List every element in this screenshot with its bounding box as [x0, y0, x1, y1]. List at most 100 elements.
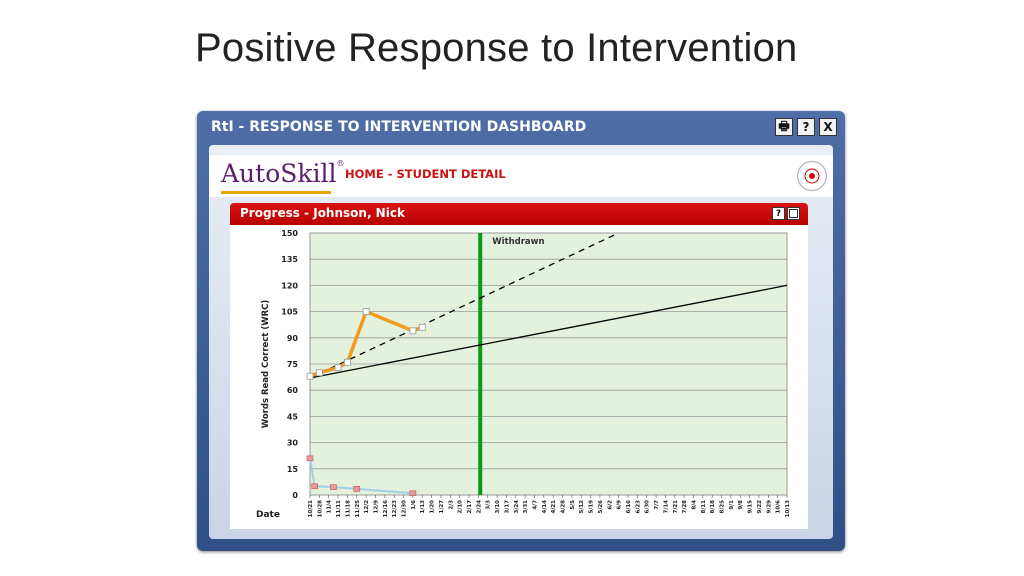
wrc-point[interactable] [344, 358, 351, 366]
app-header: AutoSkill® HOME - STUDENT DETAIL [209, 155, 833, 197]
x-tick-label: 7/28 [682, 500, 688, 514]
x-tick-label: 6/23 [635, 500, 641, 514]
wrc-point[interactable] [418, 323, 426, 331]
x-tick-label: 4/14 [542, 500, 548, 514]
x-tick-label: 2/3 [448, 500, 454, 510]
x-tick-label: 8/25 [720, 500, 726, 514]
y-tick-label: 75 [287, 360, 299, 369]
panel-title: Progress - Johnson, Nick [240, 206, 405, 220]
withdrawn-marker-label: Withdrawn [492, 237, 544, 247]
panel-help-icon[interactable]: ? [772, 207, 785, 220]
help-icon[interactable]: ? [797, 118, 815, 136]
x-tick-label: 6/9 [617, 500, 623, 510]
x-tick-label: 6/16 [626, 500, 632, 514]
x-tick-label: 5/26 [598, 500, 604, 514]
x-tick-label: 7/21 [673, 500, 679, 514]
x-tick-label: 10/6 [776, 500, 782, 514]
x-tick-label: 1/27 [439, 500, 445, 514]
x-tick-label: 9/1 [729, 500, 735, 510]
progress-panel-header: Progress - Johnson, Nick ? [230, 203, 808, 225]
x-axis-label: Date [256, 510, 280, 520]
x-tick-label: 8/11 [701, 500, 707, 514]
slide-title: Positive Response to Intervention [195, 26, 798, 70]
x-tick-label: 11/11 [336, 500, 342, 517]
errors-point[interactable] [330, 484, 337, 490]
errors-point[interactable] [311, 483, 318, 490]
trend-line [310, 284, 787, 379]
x-tick-label: 9/29 [766, 500, 772, 514]
x-tick-label: 3/24 [514, 500, 520, 514]
autoskill-logo[interactable]: AutoSkill® [221, 159, 345, 188]
x-tick-label: 4/7 [532, 500, 538, 510]
print-icon[interactable]: 🖶 [775, 118, 793, 136]
progress-chart: 0 15 30 45 60 75 90 105 120 135 150 10/21 10/28 11/4 1… [230, 225, 808, 529]
y-tick-label: 90 [287, 334, 299, 343]
breadcrumb-home[interactable]: HOME - STUDENT DETAIL [345, 167, 506, 181]
y-tick-label: 105 [281, 308, 298, 317]
x-tick-label: 3/10 [495, 500, 501, 514]
y-tick-label: 0 [292, 491, 298, 500]
window-controls: 🖶 ? X [775, 118, 837, 136]
x-tick-label: 3/17 [504, 500, 510, 514]
y-tick-label: 60 [287, 386, 299, 395]
y-tick-label: 150 [281, 229, 298, 238]
dashboard-window: RtI - RESPONSE TO INTERVENTION DASHBOARD… [197, 111, 845, 551]
y-axis-label: Words Read Correct (WRC) [261, 300, 271, 429]
y-tick-label: 120 [281, 281, 298, 290]
goal-line [310, 233, 619, 379]
x-tick-label: 11/25 [355, 500, 361, 517]
errors-point[interactable] [306, 455, 314, 462]
y-tick-label: 15 [287, 465, 299, 474]
wrc-point[interactable] [362, 308, 370, 315]
x-tick-label: 5/5 [570, 500, 576, 510]
x-tick-label: 2/24 [476, 500, 482, 514]
y-tick-label: 45 [287, 412, 299, 421]
x-tick-label: 1/13 [420, 500, 426, 514]
x-tick-label: 5/12 [579, 500, 585, 514]
x-tick-label: 9/15 [748, 500, 754, 514]
x-tick-label: 2/17 [467, 500, 473, 514]
x-tick-label: 1/6 [411, 500, 417, 510]
wrc-point[interactable] [306, 372, 314, 380]
x-tick-label: 4/21 [551, 500, 557, 514]
x-tick-label: 7/14 [663, 500, 669, 514]
x-tick-label: 7/7 [654, 500, 660, 510]
wrc-point[interactable] [334, 364, 342, 371]
x-tick-label: 5/19 [589, 500, 595, 514]
window-title: RtI - RESPONSE TO INTERVENTION DASHBOARD [211, 119, 587, 135]
x-tick-label: 9/8 [738, 500, 744, 510]
panel-controls: ? [772, 207, 800, 220]
badge-icon[interactable] [797, 161, 827, 191]
x-tick-label: 10/13 [785, 500, 791, 517]
x-tick-label: 12/16 [383, 500, 389, 517]
logo-text: AutoSkill [221, 159, 337, 188]
wrc-point[interactable] [315, 369, 323, 377]
x-tick-label: 3/31 [523, 500, 529, 514]
x-tick-label: 2/10 [458, 500, 464, 514]
errors-point[interactable] [353, 486, 361, 492]
logo-mark: ® [336, 159, 345, 168]
x-tick-label: 6/30 [645, 500, 651, 514]
x-tick-label: 6/2 [607, 500, 613, 510]
x-tick-label: 8/18 [710, 500, 716, 514]
x-tick-label: 9/22 [757, 500, 763, 514]
errors-point[interactable] [409, 490, 417, 497]
x-tick-label: 12/30 [402, 500, 408, 517]
panel-maximize-icon[interactable] [787, 207, 800, 220]
x-tick-label: 1/20 [430, 500, 436, 514]
x-tick-label: 4/28 [561, 500, 567, 514]
x-tick-label: 12/9 [373, 500, 379, 514]
x-tick-label: 10/28 [317, 500, 323, 517]
x-tick-label: 8/4 [691, 500, 697, 510]
window-content: AutoSkill® HOME - STUDENT DETAIL Progres… [209, 145, 833, 539]
close-icon[interactable]: X [819, 118, 837, 136]
wrc-point[interactable] [409, 327, 417, 335]
x-tick-label: 12/2 [364, 500, 370, 514]
y-tick-label: 135 [281, 255, 298, 264]
x-tick-label: 3/3 [486, 500, 492, 510]
x-tick-label: 10/21 [308, 500, 314, 517]
x-tick-label: 11/18 [345, 500, 351, 517]
x-tick-label: 11/4 [327, 500, 333, 514]
x-tick-label: 12/23 [392, 500, 398, 517]
